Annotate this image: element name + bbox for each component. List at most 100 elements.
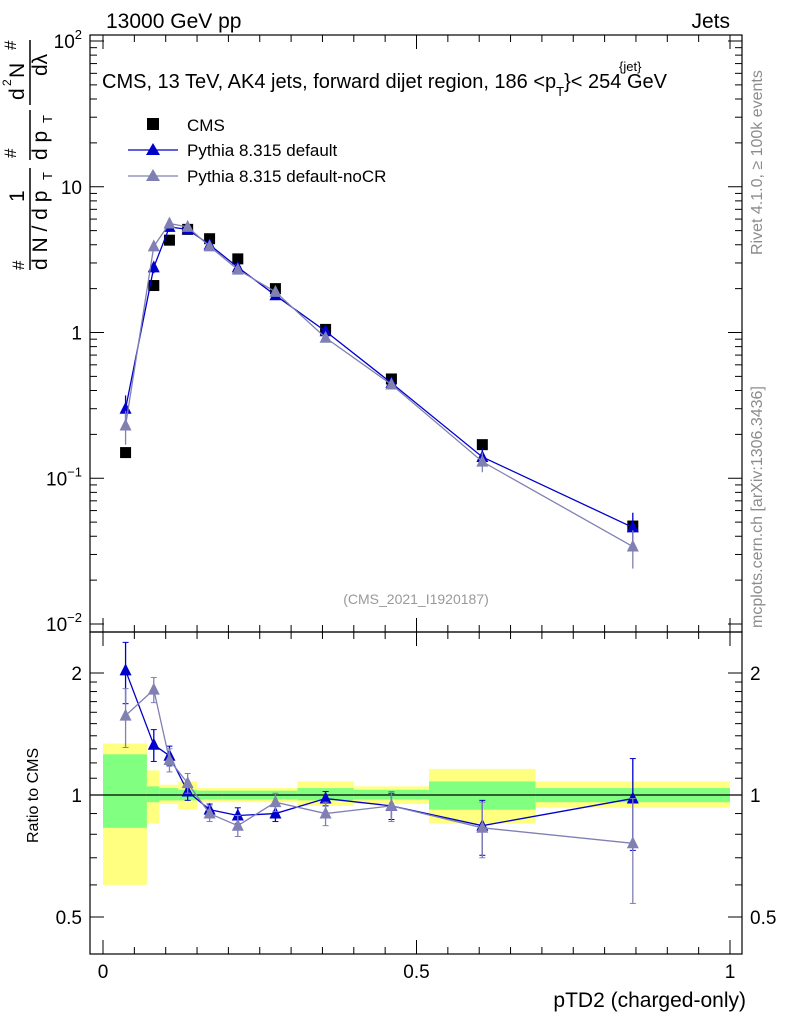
- pythia_default-point: [319, 324, 332, 337]
- ratio-y-tick-label-right: 2: [750, 664, 761, 685]
- y-tick-exponent: −2: [67, 610, 82, 625]
- ylabel-d: d: [6, 88, 29, 100]
- ratio-y-axis: 0.5 0.5 1 1 2 2: [56, 664, 777, 929]
- y-tick-label: 10: [61, 178, 82, 199]
- ylabel-n: N: [6, 63, 29, 78]
- pythia_nocr-point: [203, 239, 216, 252]
- y-tick-exponent: −1: [67, 464, 82, 479]
- ratio-y-axis-label: Ratio to CMS: [25, 748, 42, 843]
- pythia_default-ratio-point: [119, 663, 132, 676]
- pythia_nocr-point: [163, 216, 176, 229]
- pythia_default-ratio-point: [626, 791, 639, 804]
- pythia_nocr-ratio-point: [181, 776, 194, 789]
- pythia_default-point: [119, 401, 132, 414]
- y-tick-exponent: 2: [75, 27, 82, 42]
- main-y-axis-label: # 1 d N / d p T # d p T d 2 N dλ #: [0, 40, 55, 270]
- pythia_default-ratio-point: [147, 737, 160, 750]
- ratio-y-tick-label-right: 1: [750, 786, 761, 807]
- ratio-y-tick-label-right: 0.5: [750, 908, 776, 929]
- pythia_nocr-ratio-point: [626, 836, 639, 849]
- cms-point: [148, 280, 160, 292]
- ylabel-dlambda: dλ: [29, 53, 52, 76]
- ratio-panel: 0.5 0.51 12 2 0 0.5 1 Ratio to CMS pTD2 (char…: [25, 631, 777, 1012]
- pythia_nocr-point: [476, 454, 489, 467]
- x-tick-label: 0: [98, 962, 109, 983]
- ylabel-dpt: d p: [29, 131, 52, 160]
- pythia_nocr-ratio-point: [163, 753, 176, 766]
- rivet-version-label: Rivet 4.1.0, ≥ 100k events: [749, 70, 766, 255]
- legend-pythia-nocr-marker: [128, 169, 178, 181]
- ratio-x-axis: 0 0.5 1: [98, 632, 736, 983]
- pythia_nocr-point: [231, 262, 244, 275]
- pythia_nocr-point: [269, 284, 282, 297]
- header-energy-label: 13000 GeV pp: [106, 10, 241, 33]
- pythia_nocr-point: [181, 219, 194, 232]
- mcplots-label: mcplots.cern.ch [arXiv:1306.3436]: [749, 386, 766, 628]
- y-tick-base: 10: [61, 178, 82, 199]
- pythia_nocr-ratio-point: [231, 818, 244, 831]
- y-tick-base: 10: [54, 32, 75, 53]
- cms-point: [163, 234, 175, 246]
- y-tick-label: 10−2: [46, 610, 82, 636]
- legend-cms-label: CMS: [187, 116, 225, 135]
- y-tick-label: 10−1: [46, 464, 82, 490]
- x-tick-label: 0.5: [403, 962, 429, 983]
- title-main: CMS, 13 TeV, AK4 jets, forward dijet reg…: [102, 71, 556, 93]
- main-x-axis: [102, 35, 731, 632]
- x-tick-label: 1: [725, 962, 736, 983]
- pythia_nocr-ratio-point: [147, 682, 160, 695]
- analysis-watermark: (CMS_2021_I1920187): [343, 591, 489, 607]
- y-tick-base: 10: [46, 469, 67, 490]
- ylabel-two: 2: [0, 79, 14, 86]
- header-jets-label: Jets: [691, 10, 730, 33]
- legend-pythia-default-marker: [128, 143, 178, 155]
- pythia_nocr-point: [319, 330, 332, 343]
- pythia_default-ratio-point: [319, 791, 332, 804]
- ratio-band-inner: [103, 754, 147, 828]
- y-tick-base: 10: [46, 615, 67, 636]
- pythia_nocr-ratio-point: [269, 795, 282, 808]
- pythia_nocr-ratio-point: [119, 708, 132, 721]
- plot-title: CMS, 13 TeV, AK4 jets, forward dijet reg…: [102, 59, 668, 99]
- ratio-y-tick-label-left: 0.5: [56, 908, 82, 929]
- pythia_nocr-line: [124, 222, 634, 548]
- ylabel-pt-sub-1: T: [40, 172, 55, 180]
- ylabel-hash-3: #: [1, 40, 20, 50]
- title-end: }< 254 GeV: [564, 71, 668, 93]
- legend-pythia-default-label: Pythia 8.315 default: [187, 141, 338, 160]
- y-tick-base: 1: [71, 324, 82, 345]
- pythia_default-line: [124, 226, 634, 528]
- pythia_nocr-ratio-point: [203, 806, 216, 819]
- cms-point: [120, 447, 132, 459]
- svg-text:CMS, 13 TeV, AK4 jets, forward: CMS, 13 TeV, AK4 jets, forward dijet reg…: [102, 71, 668, 99]
- pythia_nocr-point: [119, 418, 132, 431]
- pythia_nocr-point: [626, 539, 639, 552]
- ylabel-dn-dpt: d N / d p: [29, 191, 52, 270]
- pythia_nocr-ratio-line: [125, 688, 633, 844]
- pythia_default-ratio-point: [231, 808, 244, 821]
- title-sub: T: [556, 84, 564, 99]
- title-sup: {jet}: [619, 59, 642, 74]
- legend-cms-marker: [147, 118, 159, 130]
- ylabel-hash-2: #: [1, 148, 20, 158]
- legend: CMS Pythia 8.315 default Pythia 8.315 de…: [128, 116, 386, 186]
- ratio-y-tick-label-left: 1: [71, 786, 82, 807]
- y-tick-label: 102: [54, 27, 82, 53]
- pythia_nocr-ratio-point: [385, 798, 398, 811]
- pythia_nocr-ratio-point: [476, 820, 489, 833]
- ylabel-hash-1: #: [9, 260, 28, 270]
- pythia_default-point: [626, 520, 639, 533]
- cms-point: [232, 253, 244, 265]
- ratio-band-inner: [146, 786, 160, 803]
- pythia_nocr-point: [147, 239, 160, 252]
- legend-pythia-nocr-label: Pythia 8.315 default-noCR: [187, 167, 386, 186]
- pythia_nocr-point: [385, 377, 398, 390]
- pythia_default-ratio-point: [269, 806, 282, 819]
- y-tick-label: 1: [71, 324, 82, 345]
- ratio-band-inner: [159, 788, 179, 801]
- ylabel-one: 1: [6, 190, 29, 202]
- pythia_nocr-ratio-point: [319, 806, 332, 819]
